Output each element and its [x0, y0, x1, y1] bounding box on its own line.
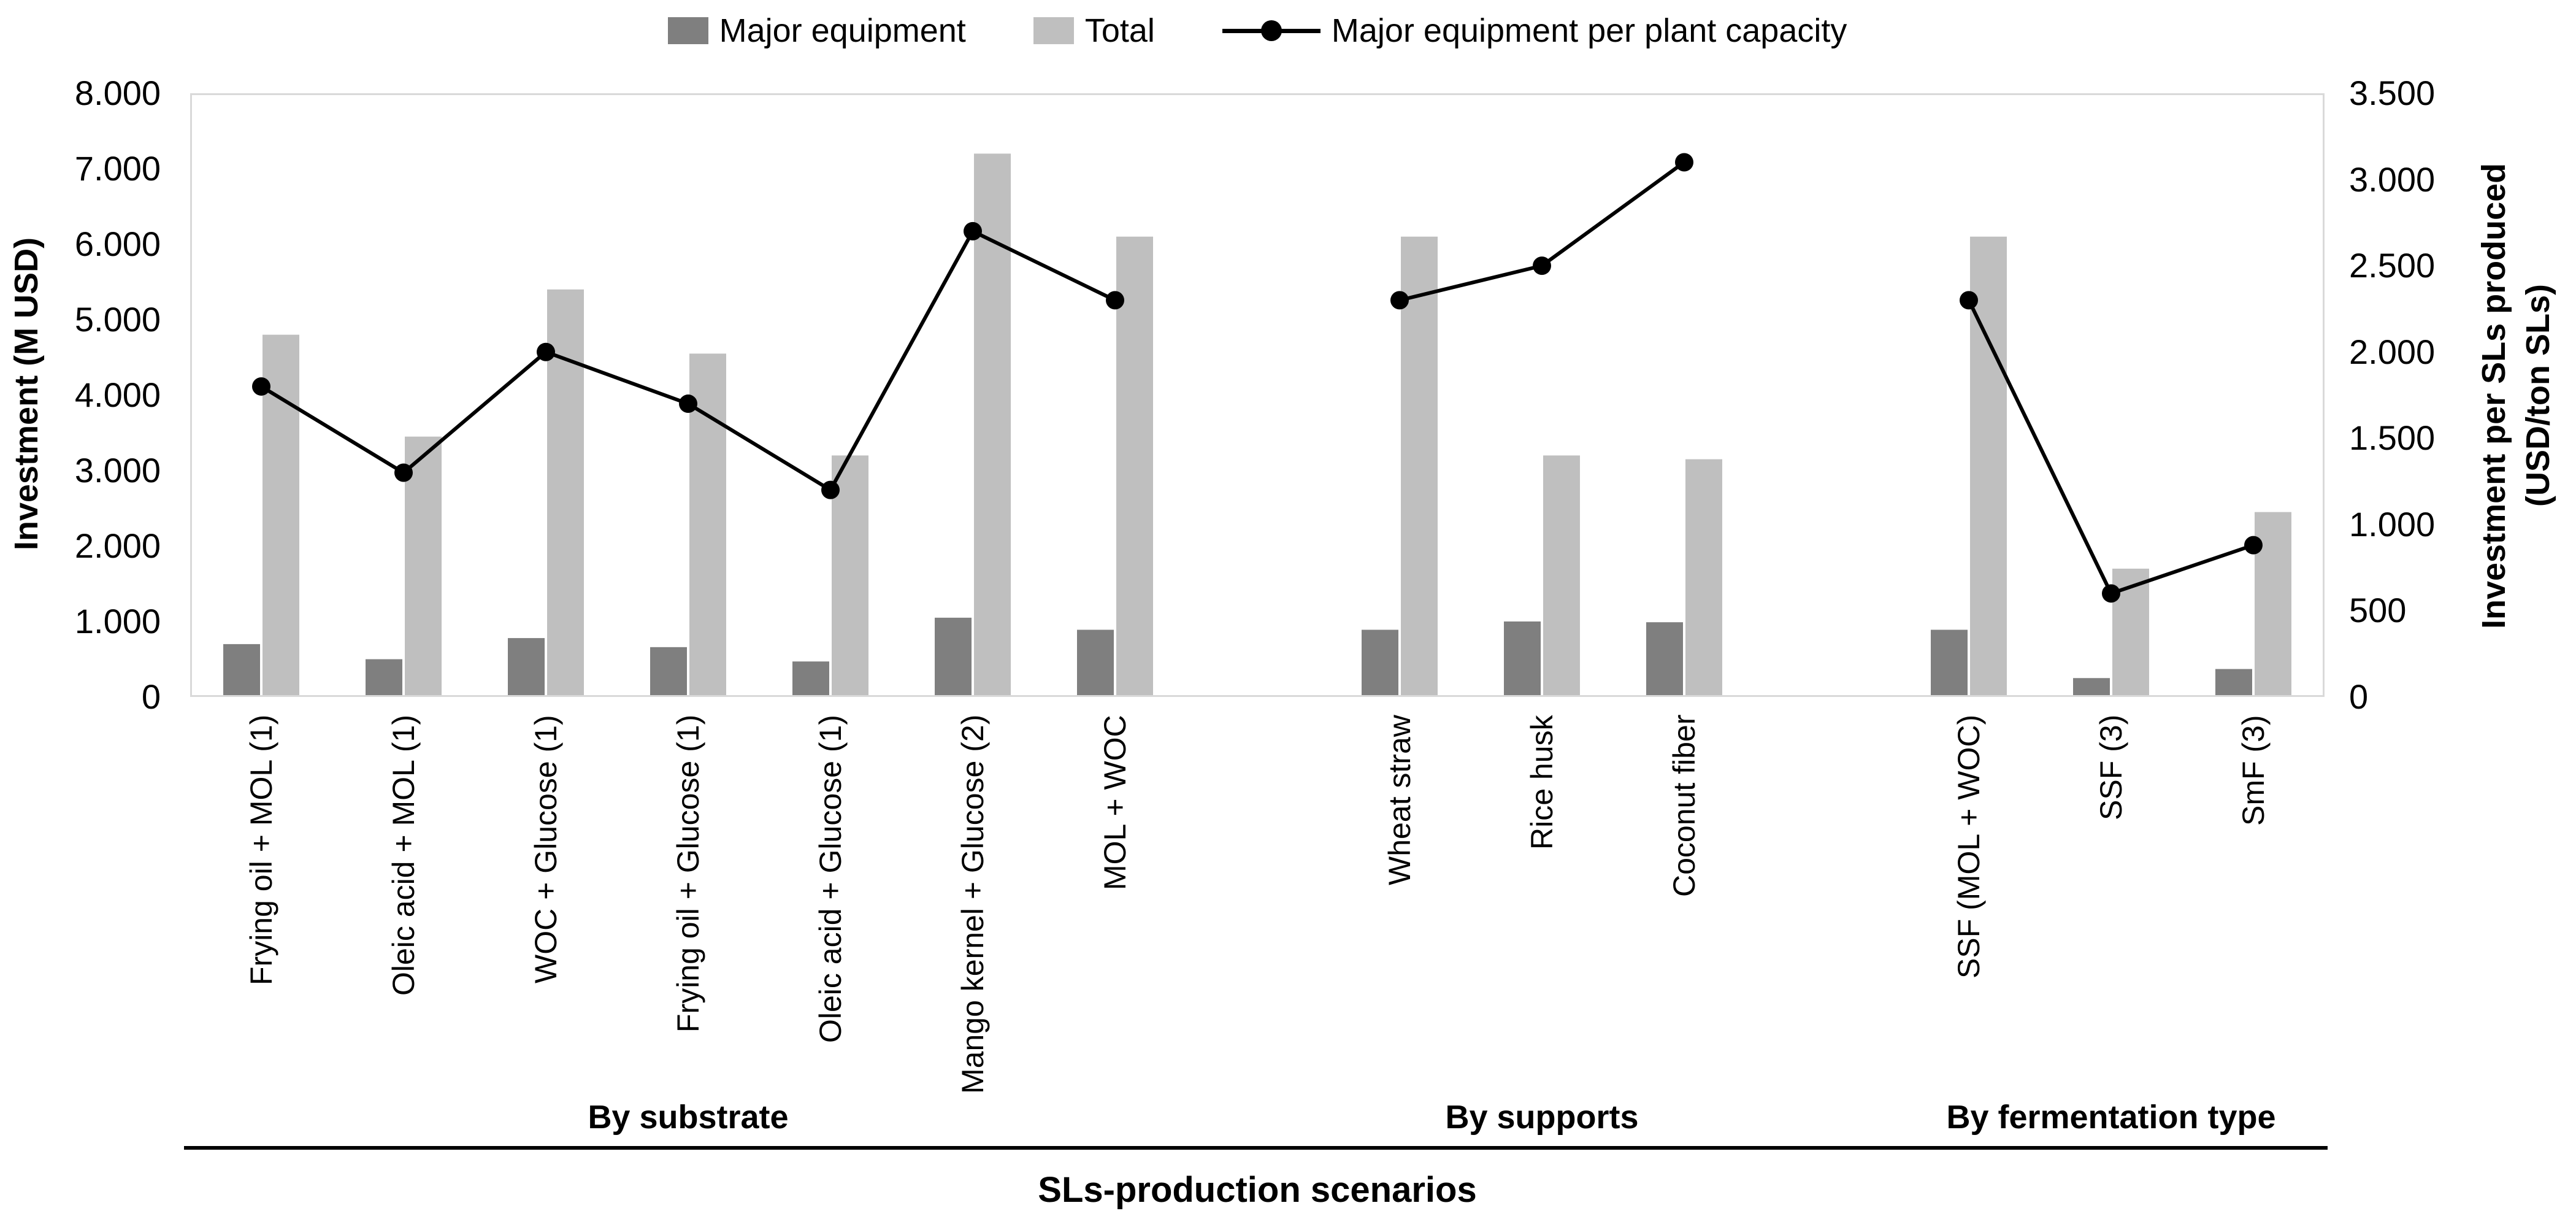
- marker-per-plant-capacity: [2102, 584, 2120, 603]
- category-label: Mango kernel + Glucose (2): [956, 715, 990, 1094]
- left-axis-tick-label: 5.000: [74, 300, 161, 339]
- right-axis-title: Investment per SLs produced (USD/ton SLs…: [2472, 147, 2564, 644]
- bar-major-equipment: [1362, 629, 1398, 697]
- line-per-plant-capacity: [1967, 299, 2254, 596]
- legend-label-total: Total: [1084, 12, 1155, 49]
- x-axis-title: SLs-production scenarios: [1038, 1170, 1477, 1210]
- left-axis-tick-label: 6.000: [74, 225, 161, 263]
- line-per-plant-capacity: [1399, 161, 1685, 302]
- marker-per-plant-capacity: [252, 377, 270, 396]
- right-axis-tick-label: 0: [2349, 677, 2369, 716]
- category-label: Frying oil + Glucose (1): [671, 715, 705, 1033]
- marker-per-plant-capacity: [679, 394, 697, 413]
- legend-dot-icon: [1260, 20, 1282, 41]
- marker-per-plant-capacity: [964, 221, 982, 240]
- marker-per-plant-capacity: [1106, 291, 1124, 310]
- right-axis-tick-label: 2.000: [2349, 332, 2436, 371]
- left-axis-tick-label: 8.000: [74, 74, 161, 112]
- category-label: Oleic acid + MOL (1): [386, 715, 421, 996]
- group-label: By fermentation type: [1946, 1099, 2276, 1136]
- marker-per-plant-capacity: [1675, 153, 1693, 172]
- bar-total: [405, 436, 442, 697]
- marker-per-plant-capacity: [2244, 536, 2263, 555]
- bar-major-equipment: [2073, 678, 2110, 697]
- category-label: WOC + Glucose (1): [529, 715, 563, 983]
- left-axis-tick-label: 2.000: [74, 526, 161, 565]
- left-axis-tick-label: 7.000: [74, 149, 161, 188]
- marker-per-plant-capacity: [537, 342, 555, 361]
- right-axis-tick-label: 500: [2349, 591, 2407, 630]
- category-label: Coconut fiber: [1667, 715, 1701, 898]
- line-with-dot-icon: [1222, 17, 1321, 44]
- left-axis-tick-label: 3.000: [74, 451, 161, 490]
- legend-item-total: Total: [1033, 12, 1155, 50]
- bar-major-equipment: [223, 644, 260, 697]
- x-axis-group-line: [184, 1146, 2328, 1150]
- bar-major-equipment: [792, 661, 829, 697]
- bar-total: [689, 353, 726, 697]
- plot-area: [190, 93, 2325, 697]
- legend-label-per-capacity: Major equipment per plant capacity: [1331, 12, 1847, 49]
- combo-chart-svg: [190, 93, 2325, 697]
- bar-major-equipment: [1646, 622, 1683, 697]
- left-axis-tick-label: 0: [141, 677, 161, 716]
- bar-major-equipment: [508, 638, 545, 697]
- total-swatch-icon: [1033, 17, 1074, 44]
- category-label: MOL + WOC: [1098, 715, 1132, 890]
- group-label: By substrate: [588, 1099, 789, 1136]
- legend-item-per-capacity: Major equipment per plant capacity: [1222, 12, 1847, 50]
- bar-total: [1116, 236, 1153, 697]
- bar-major-equipment: [2215, 669, 2252, 697]
- category-label: Oleic acid + Glucose (1): [813, 715, 848, 1043]
- legend-label-major-equipment: Major equipment: [719, 12, 966, 49]
- group-label: By supports: [1445, 1099, 1639, 1136]
- right-axis-tick-label: 3.000: [2349, 160, 2436, 199]
- major-equipment-swatch-icon: [667, 17, 708, 44]
- bar-major-equipment: [1504, 621, 1541, 697]
- marker-per-plant-capacity: [1390, 291, 1409, 310]
- legend-item-major-equipment: Major equipment: [667, 12, 966, 50]
- bar-total: [832, 455, 868, 697]
- category-label: SSF (MOL + WOC): [1952, 715, 1986, 979]
- marker-per-plant-capacity: [1533, 256, 1551, 275]
- right-axis-tick-label: 1.000: [2349, 504, 2436, 544]
- bar-major-equipment: [935, 617, 972, 697]
- left-axis-tick-label: 4.000: [74, 375, 161, 414]
- bar-major-equipment: [1077, 629, 1114, 697]
- bar-total: [263, 334, 299, 697]
- marker-per-plant-capacity: [394, 463, 413, 482]
- category-label: Wheat straw: [1382, 715, 1417, 885]
- legend: Major equipment Total Major equipment pe…: [190, 6, 2325, 55]
- marker-per-plant-capacity: [821, 480, 840, 499]
- category-label: SSF (3): [2094, 715, 2128, 821]
- bar-total: [974, 153, 1011, 697]
- bar-major-equipment: [1931, 629, 1968, 697]
- left-axis-tick-label: 1.000: [74, 602, 161, 640]
- marker-per-plant-capacity: [1960, 291, 1978, 310]
- right-axis-tick-label: 3.500: [2349, 74, 2436, 112]
- right-axis-tick-label: 2.500: [2349, 246, 2436, 285]
- category-label: Frying oil + MOL (1): [244, 715, 278, 986]
- bar-major-equipment: [366, 659, 402, 697]
- category-label: Rice husk: [1525, 715, 1559, 850]
- bar-total: [1401, 236, 1438, 697]
- right-axis-title-line2: (USD/ton SLs): [2520, 284, 2556, 507]
- category-label: SmF (3): [2236, 715, 2271, 826]
- bar-major-equipment: [650, 647, 687, 697]
- bar-total: [1685, 459, 1722, 697]
- bar-total: [1543, 455, 1580, 697]
- right-axis-tick-label: 1.500: [2349, 418, 2436, 458]
- right-axis-title-line1: Investment per SLs produced: [2475, 163, 2512, 629]
